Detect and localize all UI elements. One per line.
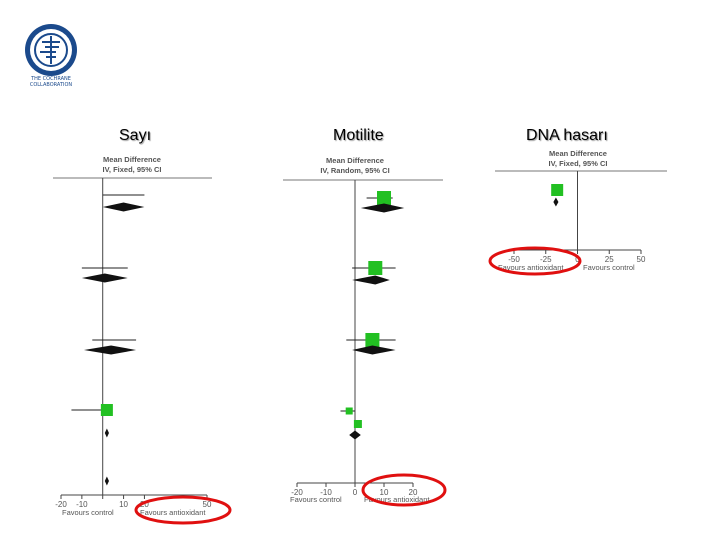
x-tick-label: 10 (380, 488, 389, 497)
favours-left-label: Favours antioxidant (498, 263, 564, 272)
pooled-diamond (553, 197, 559, 207)
x-tick-label: -20 (291, 488, 303, 497)
panel-title-dna-hasari: DNA hasarı (526, 127, 608, 144)
study-square (345, 407, 353, 415)
x-tick-label: -50 (508, 255, 520, 264)
header-line-1: Mean Difference (549, 149, 607, 158)
x-tick-label: 10 (119, 500, 128, 509)
x-tick-label: 50 (203, 500, 212, 509)
x-tick-label: 20 (140, 500, 149, 509)
panel-title-sayi: Sayı (119, 127, 152, 144)
x-tick-label: -10 (320, 488, 332, 497)
study-square (365, 333, 380, 347)
cochrane-logo (25, 24, 77, 76)
favours-right-label: Favours control (583, 263, 635, 272)
study-square (368, 261, 383, 275)
logo-line-1: THE COCHRANE (31, 76, 71, 82)
header-line-2: IV, Fixed, 95% CI (103, 165, 162, 174)
pooled-diamond (352, 345, 396, 355)
pooled-diamond (360, 203, 405, 213)
pooled-diamond (81, 273, 128, 283)
study-square (551, 184, 564, 196)
logo-text: THE COCHRANE COLLABORATION (18, 76, 84, 88)
pooled-diamond (104, 428, 109, 438)
pooled-diamond (102, 202, 145, 212)
pooled-diamond (352, 275, 390, 285)
favours-left-label: Favours control (290, 495, 342, 504)
x-tick-label: -25 (540, 255, 552, 264)
x-tick-label: -20 (55, 500, 67, 509)
x-tick-label: 0 (575, 255, 580, 264)
x-tick-label: 50 (637, 255, 646, 264)
header-line-1: Mean Difference (326, 156, 384, 165)
highlight-circle (134, 495, 232, 525)
study-square (100, 404, 113, 416)
pooled-diamond (104, 476, 109, 486)
panel-title-motilite: Motilite (333, 127, 384, 144)
highlight-circle (361, 473, 447, 507)
header-line-2: IV, Fixed, 95% CI (549, 159, 608, 168)
study-square (353, 420, 362, 428)
logo-line-2: COLLABORATION (29, 82, 73, 88)
header-line-2: IV, Random, 95% CI (320, 166, 389, 175)
x-tick-label: 25 (605, 255, 614, 264)
header-line-1: Mean Difference (103, 155, 161, 164)
pooled-diamond (349, 430, 361, 440)
pooled-diamond (83, 345, 137, 355)
highlight-circle (488, 246, 582, 276)
favours-left-label: Favours control (62, 508, 114, 517)
x-tick-label: -10 (76, 500, 88, 509)
x-tick-label: 0 (353, 488, 358, 497)
favours-right-label: Favours antioxidant (364, 495, 430, 504)
x-tick-label: 20 (409, 488, 418, 497)
study-square (377, 191, 391, 205)
favours-right-label: Favours antioxidant (140, 508, 206, 517)
